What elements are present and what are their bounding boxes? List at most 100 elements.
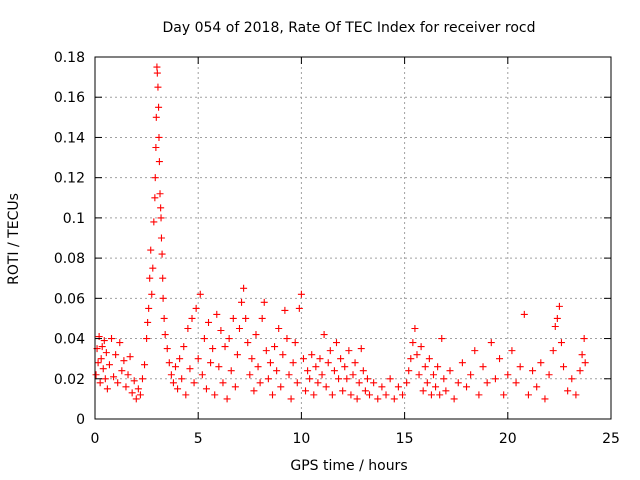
data-point [541, 395, 549, 403]
data-point [238, 298, 246, 306]
data-point [330, 367, 338, 375]
data-point [174, 385, 182, 393]
data-point [411, 325, 419, 332]
y-tick-label: 0.02 [54, 372, 85, 388]
data-point [427, 391, 435, 399]
data-point [99, 365, 107, 373]
y-tick-label: 0.06 [54, 291, 85, 307]
data-point [555, 302, 563, 310]
data-point [105, 361, 113, 369]
data-point [417, 343, 425, 351]
x-tick-label: 20 [499, 431, 517, 447]
data-point [549, 347, 557, 355]
data-point [316, 355, 324, 363]
data-point [160, 314, 168, 322]
data-point [425, 355, 433, 363]
data-point [287, 395, 295, 403]
data-point [551, 322, 559, 330]
data-point [126, 353, 134, 361]
data-point [529, 367, 537, 375]
data-point [423, 379, 431, 387]
data-point [320, 331, 328, 339]
data-point [196, 290, 204, 298]
data-point [97, 355, 105, 363]
data-point [578, 351, 586, 359]
data-point [100, 337, 108, 345]
data-point [157, 234, 165, 242]
y-tick-label: 0.12 [54, 171, 85, 187]
data-point [205, 318, 213, 326]
data-point [475, 391, 483, 399]
y-axis-label: ROTI / TECUs [6, 193, 22, 285]
data-point [124, 371, 132, 379]
data-point [209, 345, 217, 353]
data-point [260, 298, 268, 306]
data-point [217, 327, 225, 335]
data-point [182, 391, 190, 399]
data-point [155, 133, 163, 141]
data-point [225, 335, 233, 343]
data-point [450, 395, 458, 403]
data-point [285, 371, 293, 379]
data-point [231, 383, 239, 391]
data-point [134, 385, 142, 393]
data-point [524, 391, 532, 399]
data-point [343, 375, 351, 383]
data-point [520, 310, 528, 318]
x-tick-label: 10 [292, 431, 310, 447]
data-point [128, 389, 136, 397]
data-point [200, 335, 208, 343]
data-point [564, 387, 572, 395]
data-point [332, 339, 340, 347]
data-point [545, 371, 553, 379]
data-point [306, 375, 314, 383]
data-point [409, 339, 417, 347]
data-point [318, 371, 326, 379]
data-point [118, 367, 126, 375]
data-point [96, 379, 104, 387]
data-point [378, 383, 386, 391]
data-point [467, 371, 475, 379]
x-tick-label: 0 [91, 431, 100, 447]
data-point [438, 335, 446, 343]
data-point [271, 343, 279, 351]
data-point [337, 355, 345, 363]
data-point [240, 284, 248, 292]
data-point [496, 355, 504, 363]
data-point [110, 373, 118, 381]
data-point [366, 391, 374, 399]
data-point [244, 339, 252, 347]
data-point [242, 314, 250, 322]
data-point [102, 349, 110, 357]
data-point [141, 361, 149, 369]
y-tick-label: 0.08 [54, 251, 85, 267]
data-point [165, 359, 173, 367]
data-point [184, 325, 192, 332]
data-point [122, 383, 130, 391]
data-point [390, 395, 398, 403]
y-tick-label: 0.18 [54, 50, 85, 66]
data-point [154, 83, 162, 91]
data-point [483, 379, 491, 387]
data-point [374, 395, 382, 403]
data-point [157, 204, 165, 212]
data-point [353, 395, 361, 403]
data-point [163, 345, 171, 353]
x-axis-label: GPS time / hours [290, 458, 407, 474]
data-point [146, 274, 154, 282]
data-point [345, 347, 353, 355]
data-point [370, 379, 378, 387]
data-point [405, 367, 413, 375]
data-point [299, 355, 307, 363]
data-point [413, 351, 421, 359]
data-point [500, 391, 508, 399]
data-point [116, 339, 124, 347]
data-point [190, 379, 198, 387]
data-point [215, 363, 223, 371]
data-point [155, 158, 163, 166]
data-point [152, 113, 160, 121]
data-point [429, 371, 437, 379]
data-point [258, 314, 266, 322]
data-point [198, 371, 206, 379]
x-tick-label: 15 [396, 431, 414, 447]
